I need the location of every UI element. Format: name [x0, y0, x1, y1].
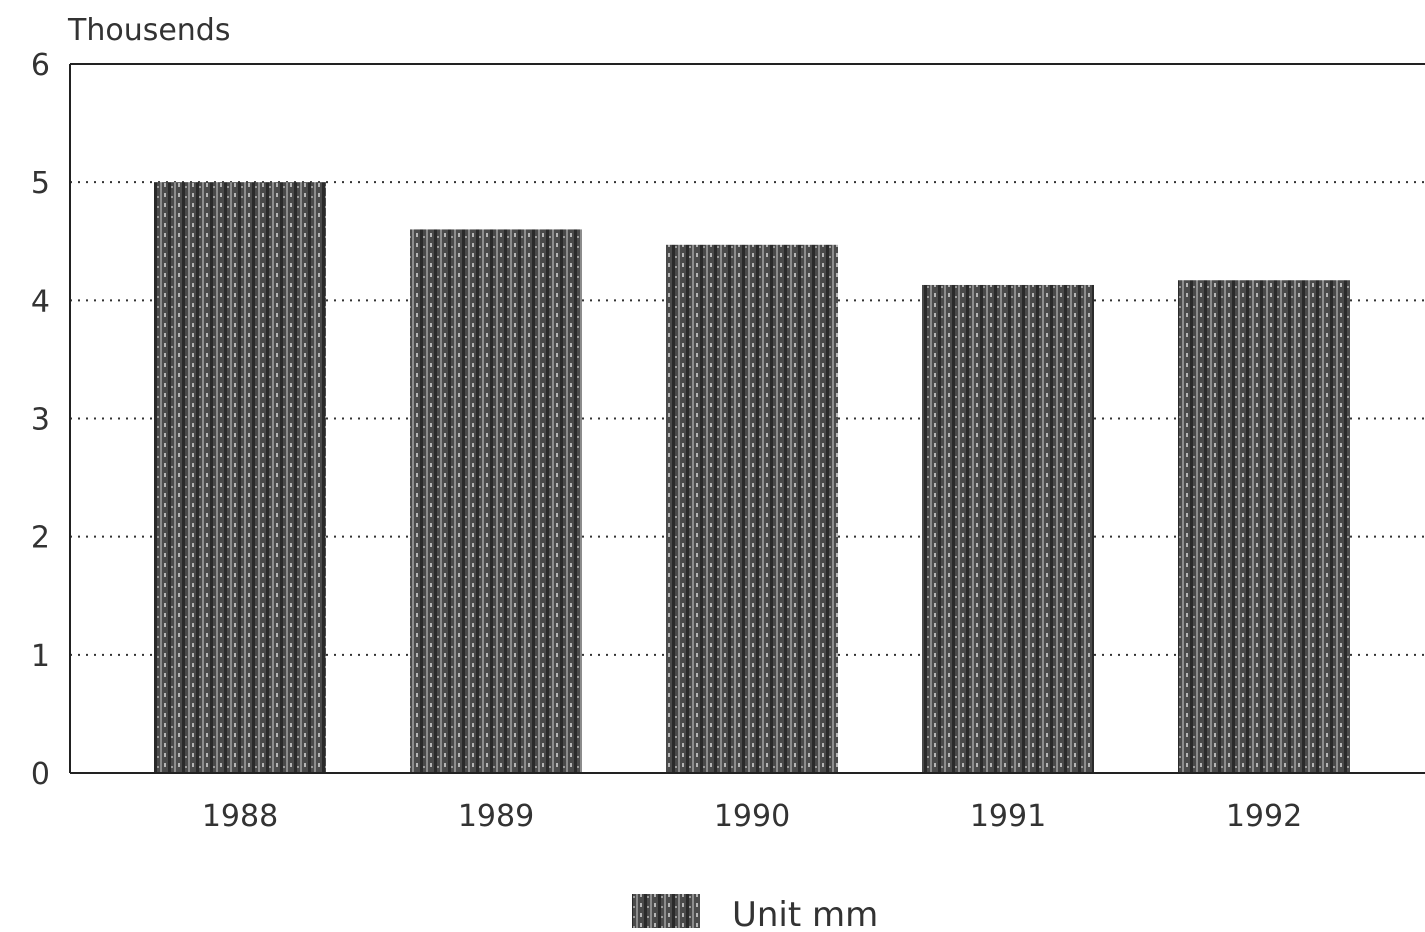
bar-1989	[410, 229, 582, 773]
y-tick-label: 6	[31, 48, 50, 83]
x-tick-label: 1992	[1226, 799, 1302, 834]
y-tick-label: 4	[31, 284, 50, 319]
bar-1988	[154, 182, 326, 773]
y-tick-label: 0	[31, 757, 50, 792]
bar-1990	[666, 244, 838, 774]
legend-swatch	[632, 894, 700, 928]
x-tick-label: 1990	[714, 799, 790, 834]
y-axis-tick-labels: 0 1 2 3 4 5 6	[31, 48, 50, 792]
legend: Unit mm	[632, 894, 878, 932]
x-axis-tick-labels: 1988 1989 1990 1991 1992	[202, 799, 1302, 834]
y-tick-label: 3	[31, 403, 50, 438]
bar-1991	[922, 284, 1094, 773]
y-tick-label: 5	[31, 166, 50, 201]
x-tick-label: 1991	[970, 799, 1046, 834]
bars	[154, 182, 1350, 774]
y-unit-label: Thousends	[67, 13, 230, 48]
legend-label: Unit mm	[732, 895, 878, 932]
y-tick-label: 2	[31, 521, 50, 556]
bar-1992	[1178, 280, 1350, 773]
y-tick-label: 1	[31, 639, 50, 674]
x-tick-label: 1988	[202, 799, 278, 834]
x-tick-label: 1989	[458, 799, 534, 834]
